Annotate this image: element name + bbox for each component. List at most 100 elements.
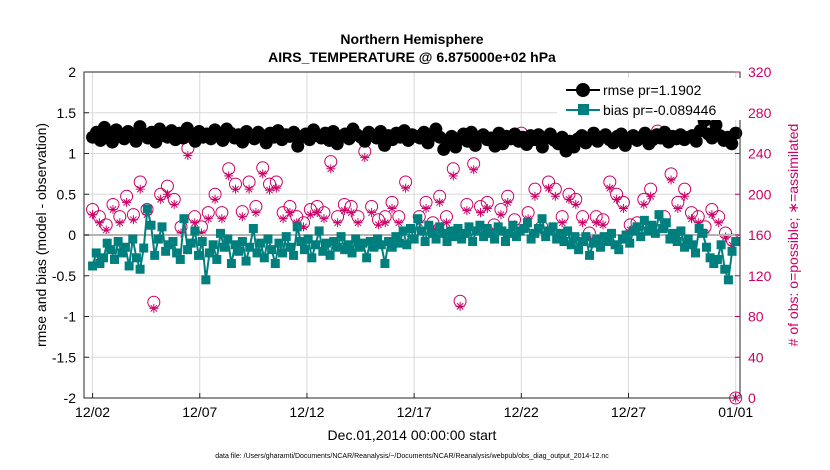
asterisk-stroke	[483, 205, 491, 213]
asterisk-stroke	[191, 219, 199, 227]
asterisk-stroke	[558, 219, 566, 227]
bias-point	[727, 246, 737, 256]
bias-point	[658, 223, 668, 233]
bias-point	[577, 237, 587, 247]
assimilated-obs-point	[550, 191, 560, 201]
assimilated-obs-point	[156, 194, 166, 204]
bias-point	[135, 264, 145, 274]
assimilated-obs-point	[373, 220, 383, 230]
y-right-tick-label: 80	[748, 309, 764, 325]
bias-point	[632, 222, 642, 232]
bias-point	[332, 242, 342, 252]
assimilated-obs-point	[686, 214, 696, 224]
y-axis-label: rmse and bias (model - observation)	[33, 123, 49, 347]
bias-point	[248, 223, 258, 233]
assimilated-obs-point	[162, 189, 172, 199]
asterisk-stroke	[204, 215, 212, 223]
bias-point	[343, 240, 353, 250]
rmse-point	[725, 137, 739, 151]
x-tick-label: 12/12	[289, 404, 324, 420]
asterisk-stroke	[619, 205, 627, 213]
bias-point	[464, 222, 474, 232]
asterisk-stroke	[327, 165, 335, 173]
bias-point	[146, 220, 156, 230]
asterisk-stroke	[170, 200, 178, 208]
bias-point	[376, 240, 386, 250]
bias-point	[300, 245, 310, 255]
asterisk-stroke	[381, 219, 389, 227]
bias-point	[606, 228, 616, 238]
rmse-point	[709, 118, 723, 132]
bias-point	[278, 248, 288, 258]
bias-point	[237, 237, 247, 247]
bias-point	[131, 253, 141, 263]
assimilated-obs-point	[455, 301, 465, 311]
bias-point	[310, 240, 320, 250]
assimilated-obs-point	[462, 206, 472, 216]
bias-point	[413, 214, 423, 224]
x-axis-label: Dec.01,2014 00:00:00 start	[328, 427, 497, 443]
asterisk-stroke	[497, 211, 505, 219]
asterisk-stroke	[231, 185, 239, 193]
y-right-tick-label: 160	[748, 227, 772, 243]
asterisk-stroke	[116, 219, 124, 227]
assimilated-obs-point	[598, 220, 608, 230]
bias-point	[636, 232, 646, 242]
assimilated-obs-point	[339, 206, 349, 216]
asterisk-stroke	[163, 190, 171, 198]
assimilated-obs-point	[237, 212, 247, 222]
bias-point	[639, 215, 649, 225]
bias-point	[179, 214, 189, 224]
bias-point	[570, 232, 580, 242]
assimilated-obs-point	[305, 210, 315, 220]
asterisk-stroke	[238, 213, 246, 221]
bias-point	[552, 234, 562, 244]
asterisk-stroke	[368, 209, 376, 217]
bias-point	[530, 228, 540, 238]
bias-point	[362, 253, 372, 263]
x-tick-label: 12/07	[182, 404, 217, 420]
bias-point	[234, 246, 244, 256]
bias-point	[650, 228, 660, 238]
legend-bias-label: bias pr=-0.089446	[603, 102, 716, 118]
bias-point	[405, 223, 415, 233]
bias-point	[610, 240, 620, 250]
bias-point	[113, 237, 123, 247]
asterisk-stroke	[442, 219, 450, 227]
bias-point	[716, 240, 726, 250]
bias-point	[307, 253, 317, 263]
bias-point	[427, 228, 437, 238]
bias-point	[102, 238, 112, 248]
bias-point	[731, 237, 741, 247]
bias-point	[336, 232, 346, 242]
assimilated-obs-point	[387, 204, 397, 214]
bias-point	[599, 232, 609, 242]
assimilated-obs-point	[666, 175, 676, 185]
assimilated-obs-point	[190, 218, 200, 228]
bias-point	[292, 222, 302, 232]
bias-point	[369, 242, 379, 252]
assimilated-obs-point	[503, 197, 513, 207]
asterisk-stroke	[102, 226, 110, 234]
bias-point	[219, 242, 229, 252]
assimilated-obs-point	[646, 191, 656, 201]
asterisk-stroke	[470, 166, 478, 174]
bias-point	[621, 230, 631, 240]
bias-point	[701, 242, 711, 252]
y-tick-label: -1.5	[52, 349, 76, 365]
legend-rmse-label: rmse pr=1.1902	[603, 82, 702, 98]
bias-point	[643, 226, 653, 236]
asterisk-stroke	[708, 211, 716, 219]
bias-point	[303, 234, 313, 244]
assimilated-obs-point	[210, 194, 220, 204]
bias-point	[281, 232, 291, 242]
bias-point	[519, 223, 529, 233]
bias-point	[110, 254, 120, 264]
y-right-tick-label: 320	[748, 64, 772, 80]
assimilated-obs-point	[673, 204, 683, 214]
assimilated-obs-point	[183, 151, 193, 161]
bias-point	[446, 226, 456, 236]
assimilated-obs-point	[353, 218, 363, 228]
bias-point	[395, 238, 405, 248]
y-tick-label: -2	[64, 390, 77, 406]
